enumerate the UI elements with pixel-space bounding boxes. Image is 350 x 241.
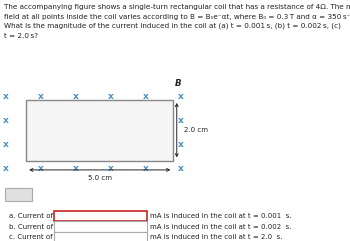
Text: x: x [177, 140, 183, 149]
Bar [54, 221, 147, 232]
Text: x: x [177, 164, 183, 173]
Text: x: x [72, 92, 78, 101]
Text: What is the magnitude of the current induced in the coil at (a) t = 0.001 s, (b): What is the magnitude of the current ind… [4, 23, 340, 29]
Text: x: x [2, 116, 8, 125]
Text: a. Current of: a. Current of [9, 213, 53, 219]
Text: mA is induced in the coil at t = 0.002  s.: mA is induced in the coil at t = 0.002 s… [150, 224, 292, 229]
Text: x: x [142, 92, 148, 101]
Text: x: x [72, 140, 78, 149]
Text: x: x [37, 92, 43, 101]
Text: Hint: Hint [11, 192, 26, 198]
Text: mA is induced in the coil at t = 2.0  s.: mA is induced in the coil at t = 2.0 s. [150, 234, 283, 240]
Text: x: x [107, 116, 113, 125]
Text: 5.0 cm: 5.0 cm [88, 175, 112, 181]
Text: ×: × [137, 211, 144, 220]
Text: The accompanying figure shows a single-turn rectangular coil that has a resistan: The accompanying figure shows a single-t… [4, 4, 350, 10]
Text: x: x [72, 116, 78, 125]
Text: c. Current of: c. Current of [9, 234, 52, 240]
Text: b. Current of: b. Current of [9, 224, 53, 229]
Text: mA is induced in the coil at t = 0.001  s.: mA is induced in the coil at t = 0.001 s… [150, 213, 292, 219]
Text: x: x [2, 140, 8, 149]
Text: B: B [175, 79, 182, 88]
Text: x: x [37, 116, 43, 125]
Text: x: x [2, 92, 8, 101]
Text: x: x [72, 164, 78, 173]
Text: 2.0 cm: 2.0 cm [184, 127, 208, 133]
Text: x: x [37, 164, 43, 173]
Text: x: x [177, 92, 183, 101]
Text: x: x [142, 116, 148, 125]
Bar [5, 188, 32, 201]
Text: x: x [142, 140, 148, 149]
Text: x: x [2, 164, 8, 173]
Bar [26, 100, 173, 161]
Text: x: x [142, 164, 148, 173]
Text: t = 2.0 s?: t = 2.0 s? [4, 33, 38, 39]
Text: field at all points inside the coil varies according to B = B₀e⁻αt, where B₀ = 0: field at all points inside the coil vari… [4, 13, 350, 20]
Bar [54, 211, 147, 221]
Text: x: x [37, 140, 43, 149]
Text: x: x [177, 116, 183, 125]
Text: x: x [107, 164, 113, 173]
Bar [54, 232, 147, 241]
Text: 0.036: 0.036 [58, 213, 79, 219]
Text: x: x [107, 92, 113, 101]
Text: x: x [107, 140, 113, 149]
